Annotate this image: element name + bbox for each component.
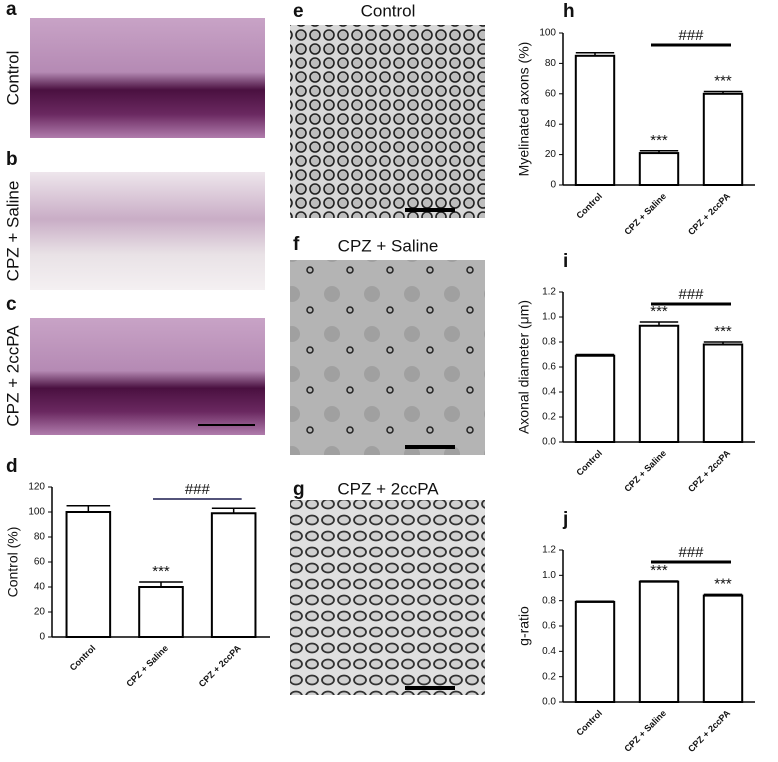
panel-letter: i — [563, 251, 568, 272]
panel-letter: b — [6, 149, 18, 170]
bracket-label: ### — [678, 286, 704, 303]
significance-label: *** — [714, 323, 732, 340]
y-tick-label: 1.0 — [542, 570, 556, 581]
y-tick-label: 120 — [28, 482, 45, 493]
y-tick-label: 100 — [539, 28, 556, 39]
y-tick-label: 40 — [545, 119, 557, 130]
x-tick-label: Control — [574, 448, 604, 478]
bar — [638, 324, 680, 443]
x-tick-label: Control — [574, 191, 604, 221]
y-axis-title: Control (%) — [5, 527, 21, 598]
y-axis-title: g-ratio — [516, 606, 532, 646]
bar — [574, 354, 616, 443]
panel-letter: g — [293, 479, 305, 500]
bar — [638, 580, 680, 704]
y-tick-label: 0.2 — [542, 671, 556, 682]
significance-label: *** — [650, 303, 668, 320]
y-tick-label: 60 — [545, 88, 557, 99]
y-tick-label: 0.2 — [542, 412, 556, 423]
y-tick-label: 0.8 — [542, 595, 556, 606]
y-tick-label: 0.4 — [542, 387, 556, 398]
x-tick-label: CPZ + 2ccPA — [686, 448, 732, 494]
significance-label: *** — [650, 562, 668, 579]
bar — [574, 54, 616, 186]
y-tick-label: 1.2 — [542, 545, 556, 556]
y-tick-label: 0.4 — [542, 646, 556, 657]
panel-letter: h — [563, 1, 575, 22]
image-a — [30, 18, 265, 138]
image-label: CPZ + Saline — [3, 181, 22, 282]
bracket-label: ### — [678, 27, 704, 44]
y-tick-label: 40 — [34, 582, 46, 593]
panel-letter: a — [6, 0, 17, 20]
significance-label: *** — [152, 563, 170, 580]
y-tick-label: 0.6 — [542, 621, 556, 632]
image-b — [30, 172, 265, 290]
y-tick-label: 0.8 — [542, 337, 556, 348]
panel-letter: j — [562, 509, 568, 530]
y-tick-label: 0.0 — [542, 697, 556, 708]
bracket-label: ### — [185, 481, 211, 498]
panel-letter: e — [293, 1, 304, 22]
y-tick-label: 0.0 — [542, 437, 556, 448]
y-tick-label: 20 — [545, 149, 557, 160]
bar — [574, 600, 616, 704]
y-tick-label: 80 — [34, 532, 46, 543]
image-e — [290, 25, 485, 218]
y-tick-label: 0 — [39, 632, 45, 643]
panel-letter: d — [6, 456, 18, 477]
significance-label: *** — [650, 132, 668, 149]
image-label: Control — [361, 1, 416, 20]
image-label: CPZ + 2ccPA — [337, 479, 439, 498]
x-tick-label: CPZ + Saline — [622, 708, 668, 754]
image-f — [290, 260, 485, 455]
bar — [138, 586, 184, 638]
x-tick-label: Control — [68, 643, 98, 673]
image-g — [290, 500, 485, 695]
x-tick-label: CPZ + Saline — [622, 448, 668, 494]
bar — [702, 92, 744, 186]
y-tick-label: 60 — [34, 557, 46, 568]
x-tick-label: CPZ + Saline — [622, 191, 668, 237]
y-axis-title: Myelinated axons (%) — [516, 42, 532, 177]
x-tick-label: CPZ + 2ccPA — [686, 708, 732, 754]
image-label: CPZ + Saline — [338, 236, 439, 255]
significance-label: *** — [714, 72, 732, 89]
bracket-label: ### — [678, 544, 704, 561]
panel-letter: c — [6, 294, 17, 315]
y-tick-label: 0.6 — [542, 362, 556, 373]
y-tick-label: 100 — [28, 507, 45, 518]
panel-letter: f — [293, 234, 300, 255]
y-tick-label: 20 — [34, 607, 46, 618]
bar — [702, 343, 744, 443]
image-label: CPZ + 2ccPA — [3, 325, 22, 427]
y-tick-label: 1.0 — [542, 312, 556, 323]
significance-label: *** — [714, 575, 732, 592]
x-tick-label: CPZ + 2ccPA — [686, 191, 732, 237]
histology-images — [30, 18, 485, 695]
x-tick-label: CPZ + Saline — [124, 643, 170, 689]
image-label: Control — [3, 51, 22, 106]
y-tick-label: 0 — [550, 180, 556, 191]
image-c — [30, 318, 265, 435]
y-tick-label: 1.2 — [542, 287, 556, 298]
bar — [210, 512, 257, 638]
y-axis-title: Axonal diameter (μm) — [516, 300, 532, 434]
bar — [638, 152, 680, 187]
y-tick-label: 80 — [545, 58, 557, 69]
x-tick-label: CPZ + 2ccPA — [197, 643, 243, 689]
bar — [65, 511, 112, 638]
x-tick-label: Control — [574, 708, 604, 738]
bar — [702, 594, 744, 703]
